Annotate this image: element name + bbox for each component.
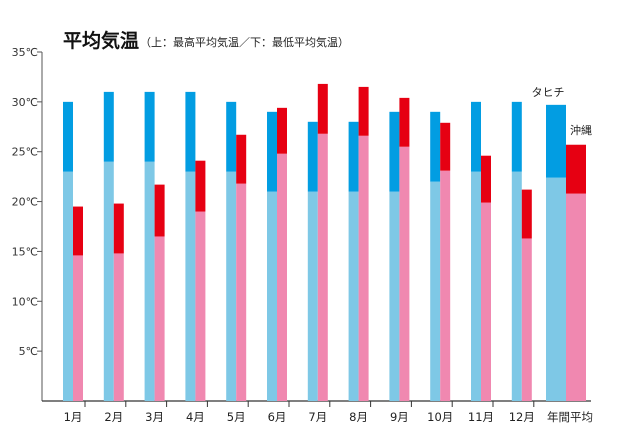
tahiti-max-bar bbox=[430, 111, 441, 182]
okinawa-max-bar bbox=[566, 144, 586, 194]
tahiti-max-bar bbox=[267, 111, 277, 192]
tahiti-max-bar bbox=[389, 111, 400, 192]
okinawa-min-bar bbox=[358, 135, 369, 401]
tahiti-min-bar bbox=[63, 171, 73, 401]
okinawa-max-bar bbox=[521, 189, 532, 239]
tahiti-max-bar bbox=[471, 101, 481, 172]
tahiti-min-bar bbox=[226, 171, 237, 401]
chart-title: 平均気温 bbox=[63, 29, 139, 52]
y-tick-label: 20℃ bbox=[12, 196, 38, 209]
okinawa-max-bar bbox=[481, 155, 491, 203]
okinawa-max-bar bbox=[73, 206, 83, 256]
x-tick-label: 年間平均 bbox=[547, 410, 593, 424]
okinawa-min-bar bbox=[154, 236, 165, 401]
okinawa-max-bar bbox=[317, 83, 328, 134]
tahiti-min-bar bbox=[185, 171, 196, 401]
x-tick-label: 5月 bbox=[227, 410, 246, 424]
x-tick-label: 4月 bbox=[186, 410, 205, 424]
okinawa-min-bar bbox=[481, 202, 491, 401]
legend-okinawa: 沖縄 bbox=[570, 123, 592, 137]
okinawa-min-bar bbox=[566, 193, 586, 401]
y-tick-label: 15℃ bbox=[12, 245, 38, 258]
x-tick-label: 8月 bbox=[349, 410, 368, 424]
x-tick-label: 6月 bbox=[268, 410, 287, 424]
tahiti-max-bar bbox=[63, 101, 73, 172]
okinawa-max-bar bbox=[358, 86, 369, 136]
tahiti-min-bar bbox=[103, 161, 114, 401]
tahiti-max-bar bbox=[348, 121, 359, 192]
okinawa-min-bar bbox=[113, 253, 124, 401]
y-tick-label: 5℃ bbox=[19, 345, 38, 358]
tahiti-max-bar bbox=[103, 91, 114, 162]
okinawa-min-bar bbox=[399, 146, 410, 401]
okinawa-min-bar bbox=[73, 255, 83, 401]
okinawa-min-bar bbox=[277, 153, 287, 401]
x-tick-label: 10月 bbox=[427, 410, 453, 424]
tahiti-max-bar bbox=[185, 91, 196, 172]
y-tick-label: 30℃ bbox=[12, 96, 38, 109]
tahiti-max-bar bbox=[307, 121, 318, 192]
bars bbox=[63, 83, 586, 401]
axis-labels: 5℃ 10℃ 15℃ 20℃ 25℃ 30℃ 35℃ 1月 2月 3月 4月 5月 6月 7月 8月 9月 10… bbox=[12, 46, 593, 424]
okinawa-min-bar bbox=[440, 170, 451, 401]
x-tick-label: 7月 bbox=[308, 410, 327, 424]
tahiti-min-bar bbox=[389, 191, 400, 401]
okinawa-max-bar bbox=[236, 134, 247, 184]
okinawa-max-bar bbox=[399, 97, 410, 147]
x-tick-label: 3月 bbox=[145, 410, 164, 424]
okinawa-max-bar bbox=[277, 107, 287, 154]
tahiti-min-bar bbox=[471, 171, 481, 401]
okinawa-max-bar bbox=[154, 184, 165, 237]
tahiti-max-bar bbox=[546, 104, 566, 178]
okinawa-max-bar bbox=[195, 160, 206, 212]
tahiti-min-bar bbox=[267, 191, 277, 401]
tahiti-min-bar bbox=[348, 191, 359, 401]
x-tick-label: 2月 bbox=[104, 410, 123, 424]
tahiti-min-bar bbox=[511, 171, 522, 401]
okinawa-max-bar bbox=[113, 203, 124, 254]
y-tick-label: 10℃ bbox=[12, 295, 38, 308]
tahiti-max-bar bbox=[144, 91, 155, 162]
tahiti-min-bar bbox=[546, 177, 566, 401]
tahiti-min-bar bbox=[307, 191, 318, 401]
okinawa-min-bar bbox=[195, 211, 206, 401]
x-tick-label: 1月 bbox=[64, 410, 83, 424]
y-tick-label: 25℃ bbox=[12, 146, 38, 159]
okinawa-max-bar bbox=[440, 122, 451, 171]
okinawa-min-bar bbox=[521, 238, 532, 401]
tahiti-max-bar bbox=[226, 101, 237, 172]
tahiti-max-bar bbox=[511, 101, 522, 172]
chart-subtitle: （上：最高平均気温／下：最低平均気温） bbox=[140, 35, 349, 49]
y-tick-label: 35℃ bbox=[12, 46, 38, 59]
okinawa-min-bar bbox=[236, 183, 247, 401]
axes bbox=[37, 51, 591, 407]
tahiti-min-bar bbox=[144, 161, 155, 401]
legend-tahiti: タヒチ bbox=[532, 86, 565, 99]
x-tick-label: 11月 bbox=[468, 410, 494, 424]
tahiti-min-bar bbox=[430, 181, 441, 401]
x-tick-label: 12月 bbox=[509, 410, 535, 424]
okinawa-min-bar bbox=[317, 133, 328, 401]
x-tick-label: 9月 bbox=[390, 410, 409, 424]
